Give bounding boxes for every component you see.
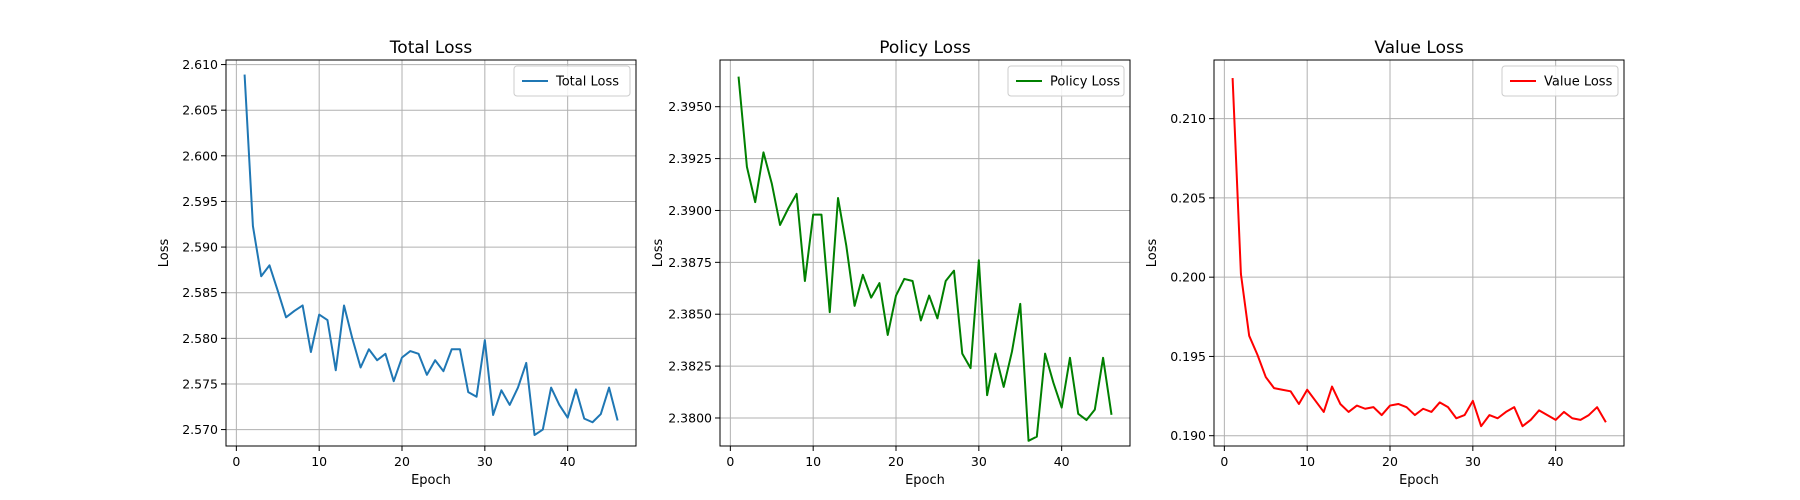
y-tick-label: 2.605 [182,103,218,118]
y-tick-label: 0.195 [1170,349,1206,364]
y-tick-label: 2.590 [182,240,218,255]
y-tick-label: 2.3800 [668,410,712,425]
x-tick-label: 30 [971,454,987,469]
chart-panel-1: 0 10 20 30 40 2.3800 2.3825 2.3850 2.3875 2.3900 2… [651,38,1131,488]
y-tick-label: 2.580 [182,331,218,346]
y-tick-label: 2.3900 [668,203,712,218]
legend: Total Loss [513,65,631,97]
legend-box [1007,65,1125,97]
x-tick-label: 30 [477,454,493,469]
x-tick-label: 10 [805,454,821,469]
y-tick-label: 2.600 [182,148,218,163]
x-tick-label: 0 [232,454,240,469]
y-tick-label: 2.3850 [668,307,712,322]
chart-title: Total Loss [389,38,473,58]
y-tick-label: 2.3875 [668,255,712,270]
x-tick-label: 30 [1465,454,1481,469]
legend: Value Loss [1501,65,1619,97]
x-tick-label: 0 [1220,454,1228,469]
x-tick-label: 40 [560,454,576,469]
x-tick-label: 10 [311,454,327,469]
y-tick-label: 2.595 [182,194,218,209]
chart-title: Policy Loss [879,38,971,58]
x-axis-label: Epoch [1399,473,1439,488]
chart-title: Value Loss [1374,38,1464,58]
legend-box [1501,65,1619,97]
y-tick-label: 2.585 [182,285,218,300]
x-tick-label: 20 [1382,454,1398,469]
plot-frame [719,59,1131,447]
y-tick-label: 0.205 [1170,190,1206,205]
x-axis-label: Epoch [905,473,945,488]
x-tick-label: 10 [1299,454,1315,469]
y-tick-label: 2.570 [182,422,218,437]
series-line [243,74,619,437]
legend: Policy Loss [1007,65,1125,97]
legend-label: Total Loss [555,75,619,90]
y-axis-label: Loss [1145,239,1160,268]
x-axis-label: Epoch [411,473,451,488]
chart-panel-2: 0 10 20 30 40 0.190 0.195 0.200 0.205 0.210 Value … [1145,38,1625,488]
y-tick-label: 0.190 [1170,428,1206,443]
x-tick-label: 40 [1548,454,1564,469]
series-line [1231,77,1607,428]
y-tick-label: 0.200 [1170,270,1206,285]
chart-panel-0: 0 10 20 30 40 2.570 2.575 2.580 2.585 2.590 2.595 2… [157,38,637,488]
legend-box [513,65,631,97]
x-tick-label: 40 [1054,454,1070,469]
y-tick-label: 2.3825 [668,359,712,374]
y-axis-label: Loss [651,239,666,268]
y-axis-label: Loss [157,239,172,268]
x-tick-label: 20 [394,454,410,469]
legend-label: Value Loss [1544,75,1613,90]
plot-frame [1213,59,1625,447]
series-line [737,76,1113,442]
plot-frame [225,59,637,447]
x-tick-label: 0 [726,454,734,469]
legend-label: Policy Loss [1050,75,1120,90]
x-tick-label: 20 [888,454,904,469]
y-tick-label: 2.575 [182,376,218,391]
y-tick-label: 2.610 [182,57,218,72]
y-tick-label: 0.210 [1170,111,1206,126]
y-tick-label: 2.3950 [668,99,712,114]
y-tick-label: 2.3925 [668,151,712,166]
